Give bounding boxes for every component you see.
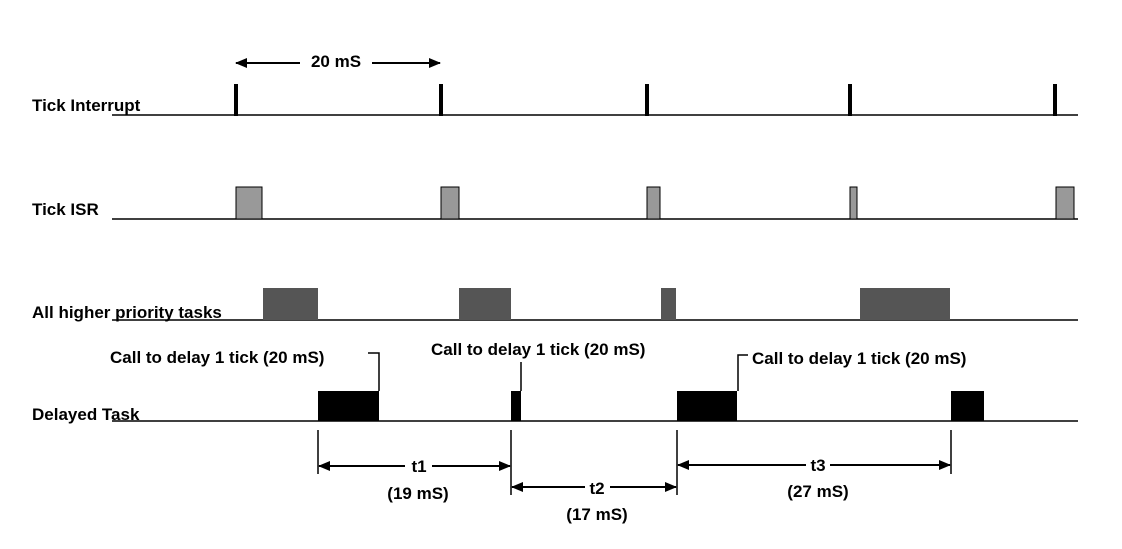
interval-value-t3: (27 mS) bbox=[787, 482, 848, 501]
tick-mark bbox=[848, 84, 852, 116]
delayed-task-block bbox=[677, 391, 737, 421]
row-label-higher-priority: All higher priority tasks bbox=[32, 303, 222, 322]
tick-mark bbox=[645, 84, 649, 116]
delayed-task-block bbox=[318, 391, 379, 421]
tick-period-label: 20 mS bbox=[311, 52, 361, 71]
higher-priority-block bbox=[860, 288, 950, 320]
delay-call-leader-1 bbox=[368, 352, 380, 391]
tick-mark bbox=[439, 84, 443, 116]
interval-name-t2: t2 bbox=[589, 479, 604, 498]
tick-mark bbox=[234, 84, 238, 116]
tick-isr-block bbox=[646, 186, 661, 220]
interval-value-t1: (19 mS) bbox=[387, 484, 448, 503]
row-label-delayed-task: Delayed Task bbox=[32, 405, 140, 424]
delay-call-label-3: Call to delay 1 tick (20 mS) bbox=[752, 349, 966, 368]
interval-name-t3: t3 bbox=[810, 456, 825, 475]
tick-isr-block bbox=[235, 186, 263, 220]
delayed-task-block bbox=[951, 391, 984, 421]
tick-isr-block bbox=[849, 186, 858, 220]
row-label-tick-interrupt: Tick Interrupt bbox=[32, 96, 141, 115]
delay-call-leader-3 bbox=[737, 354, 748, 391]
higher-priority-block bbox=[459, 288, 511, 320]
interval-value-t2: (17 mS) bbox=[566, 505, 627, 524]
delay-call-label-2: Call to delay 1 tick (20 mS) bbox=[431, 340, 645, 359]
row-label-tick-isr: Tick ISR bbox=[32, 200, 99, 219]
tick-isr-block bbox=[440, 186, 460, 220]
delayed-task-block bbox=[511, 391, 521, 421]
tick-mark bbox=[1053, 84, 1057, 116]
interval-name-t1: t1 bbox=[411, 457, 426, 476]
delay-call-label-1: Call to delay 1 tick (20 mS) bbox=[110, 348, 324, 367]
higher-priority-block bbox=[661, 288, 676, 320]
higher-priority-block bbox=[263, 288, 318, 320]
tick-isr-block bbox=[1055, 186, 1075, 220]
